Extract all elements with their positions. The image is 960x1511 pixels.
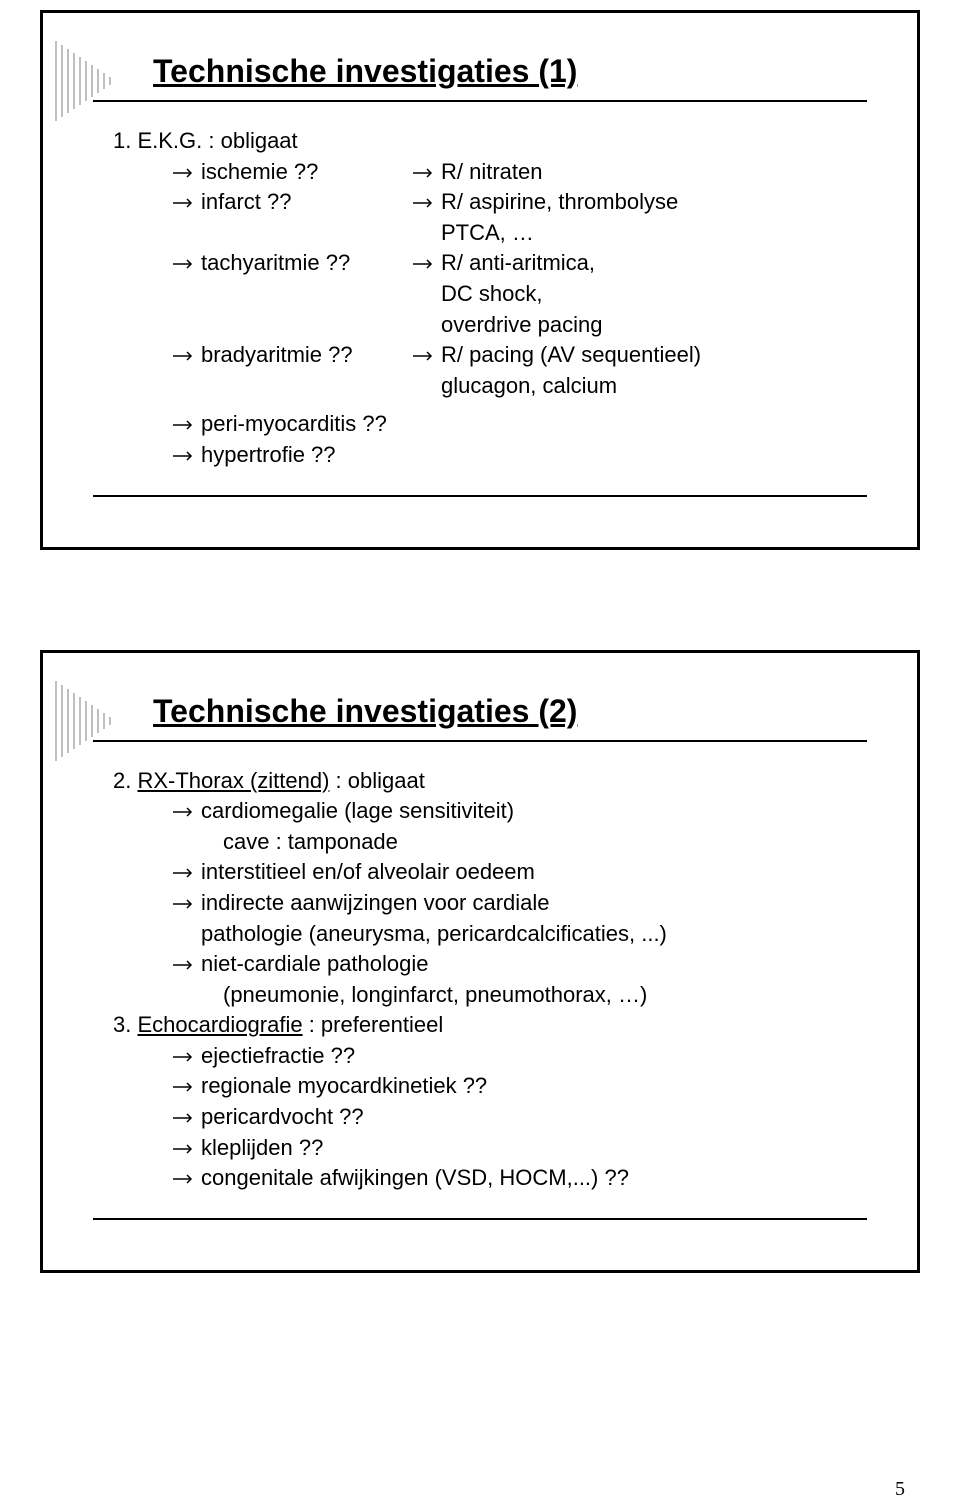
list-item-label: infarct ?? <box>201 189 292 214</box>
list-item-label: DC shock, <box>441 281 542 306</box>
slide-content: 1. E.K.G. : obligaat ischemie ?? R/ nitr… <box>113 127 867 470</box>
list-item-label: niet-cardiale pathologie <box>201 951 429 976</box>
arrow-icon <box>413 188 441 217</box>
arrow-icon <box>173 950 201 979</box>
list-item-label: overdrive pacing <box>441 312 602 337</box>
arrow-icon <box>173 889 201 918</box>
list-item-label: bradyaritmie ?? <box>201 342 353 367</box>
list-item-label: ejectiefractie ?? <box>201 1043 355 1068</box>
slide-2: Technische investigaties (2) 2. RX-Thora… <box>40 650 920 1273</box>
list-item-label: interstitieel en/of alveolair oedeem <box>201 859 535 884</box>
heading-label: RX-Thorax (zittend) <box>137 768 329 793</box>
slide-1: Technische investigaties (1) 1. E.K.G. :… <box>40 10 920 550</box>
list-item-label: kleplijden ?? <box>201 1135 323 1160</box>
list-item-label: glucagon, calcium <box>441 373 617 398</box>
arrow-icon <box>173 188 201 217</box>
heading-number: 2. <box>113 768 137 793</box>
arrow-icon <box>413 341 441 370</box>
arrow-icon <box>173 1103 201 1132</box>
body-divider <box>93 495 867 497</box>
arrow-icon <box>173 441 201 470</box>
list-item-label: pericardvocht ?? <box>201 1104 364 1129</box>
list-item-label: R/ aspirine, thrombolyse <box>441 189 678 214</box>
arrow-icon <box>173 1042 201 1071</box>
page-number: 5 <box>895 1478 905 1501</box>
arrow-icon <box>173 858 201 887</box>
heading-suffix: : preferentieel <box>303 1012 444 1037</box>
list-item-label: PTCA, … <box>441 220 534 245</box>
heading-label: Echocardiografie <box>137 1012 302 1037</box>
title-divider <box>93 100 867 102</box>
arrow-icon <box>173 158 201 187</box>
list-item-label: congenitale afwijkingen (VSD, HOCM,...) … <box>201 1165 629 1190</box>
arrow-icon <box>173 1164 201 1193</box>
list-item-label: R/ nitraten <box>441 159 543 184</box>
slide-title: Technische investigaties (2) <box>153 693 867 730</box>
arrow-icon <box>413 249 441 278</box>
list-item-label: ischemie ?? <box>201 159 318 184</box>
heading-line: 1. E.K.G. : obligaat <box>113 127 867 156</box>
list-item-label: R/ anti-aritmica, <box>441 250 595 275</box>
heading-suffix: : obligaat <box>329 768 424 793</box>
arrow-icon <box>173 410 201 439</box>
body-divider <box>93 1218 867 1220</box>
arrow-icon <box>413 158 441 187</box>
list-item-label: hypertrofie ?? <box>201 442 336 467</box>
list-item-label: cardiomegalie (lage sensitiviteit) <box>201 798 514 823</box>
corner-graphic-icon <box>38 671 138 771</box>
list-item-label: pathologie (aneurysma, pericardcalcifica… <box>201 921 667 946</box>
list-item-label: indirecte aanwijzingen voor cardiale <box>201 890 550 915</box>
heading-number: 3. <box>113 1012 137 1037</box>
arrow-icon <box>173 1134 201 1163</box>
list-item-label: peri-myocarditis ?? <box>201 411 387 436</box>
list-item-label: R/ pacing (AV sequentieel) <box>441 342 701 367</box>
title-divider <box>93 740 867 742</box>
list-item-label: regionale myocardkinetiek ?? <box>201 1073 487 1098</box>
list-item-label: (pneumonie, longinfarct, pneumothorax, …… <box>223 982 647 1007</box>
arrow-icon <box>173 341 201 370</box>
list-item-label: cave : tamponade <box>223 829 398 854</box>
arrow-icon <box>173 1072 201 1101</box>
corner-graphic-icon <box>38 31 138 131</box>
list-item-label: tachyaritmie ?? <box>201 250 350 275</box>
arrow-icon <box>173 249 201 278</box>
slide-title: Technische investigaties (1) <box>153 53 867 90</box>
arrow-icon <box>173 797 201 826</box>
slide-content: 2. RX-Thorax (zittend) : obligaat cardio… <box>113 767 867 1193</box>
